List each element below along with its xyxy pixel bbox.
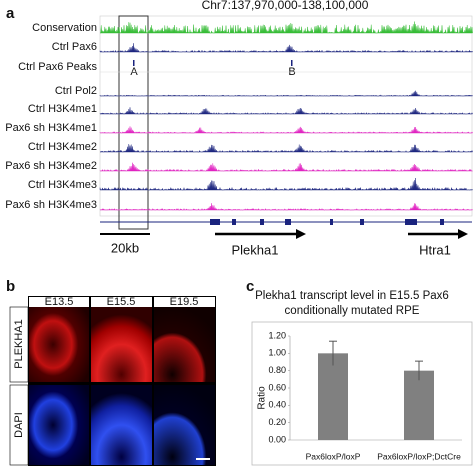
track-label: Ctrl Pol2: [55, 85, 97, 97]
y-tick-label: 0.60: [268, 382, 286, 392]
exon: [232, 219, 236, 225]
bar: [404, 370, 434, 440]
micrograph: [29, 385, 89, 465]
x-tick-label: Pax6loxP/loxP;DctCre: [377, 451, 461, 461]
header-cell: [91, 297, 152, 307]
track-label: Ctrl H3K4me3: [28, 179, 97, 191]
y-tick-label: 1.00: [268, 348, 286, 358]
signal-track: [99, 43, 473, 53]
peak-call: [291, 60, 293, 66]
exon: [260, 219, 264, 225]
track-label: Pax6 sh H3K4me1: [5, 122, 97, 134]
track-label: Ctrl Pax6 Peaks: [18, 61, 97, 73]
row-label: DAPI: [13, 412, 25, 438]
track-frame: [99, 15, 473, 217]
micrograph: [29, 307, 89, 382]
exon: [210, 219, 220, 225]
header-cell: [29, 297, 89, 307]
track-label: Pax6 sh H3K4me3: [5, 199, 97, 211]
exon: [360, 219, 364, 225]
signal-track: [99, 162, 473, 172]
gene-label: Htra1: [419, 242, 451, 257]
track-label: Pax6 sh H3K4me2: [5, 160, 97, 172]
column-label: E19.5: [170, 296, 199, 308]
y-tick-label: 0.20: [268, 417, 286, 427]
exon: [330, 219, 333, 225]
signal-track: [100, 143, 473, 153]
signal-track: [99, 126, 473, 134]
bar: [318, 353, 348, 440]
arrow-head: [296, 229, 306, 239]
signal-track: [99, 177, 474, 191]
y-tick-label: 0.80: [268, 365, 286, 375]
row-label: PLEKHA1: [13, 319, 25, 369]
y-tick-label: 0.40: [268, 400, 286, 410]
peak-call: [133, 60, 135, 66]
signal-track: [99, 203, 474, 211]
row-cell: [9, 384, 29, 466]
panel-letter: b: [6, 278, 15, 295]
chart-title: Plekha1 transcript level in E15.5 Pax6: [255, 290, 449, 302]
column-label: E13.5: [45, 296, 74, 308]
exon: [405, 219, 417, 225]
locus-title: Chr7:137,970,000-138,100,000: [202, 0, 369, 12]
y-tick-label: 0.00: [268, 434, 286, 444]
panel-letter: a: [6, 5, 15, 22]
y-tick-label: 1.20: [268, 330, 286, 340]
micrograph: [91, 307, 152, 382]
plot-frame: [251, 321, 473, 466]
scale-label: 20kb: [111, 240, 139, 255]
micrograph: [154, 385, 215, 465]
micrograph: [91, 385, 152, 465]
track-label: Conservation: [32, 22, 97, 34]
arrow-head: [458, 229, 468, 239]
chart-title: conditionally mutated RPE: [285, 305, 420, 317]
signal-track: [100, 21, 473, 34]
gene-label: Plekha1: [232, 242, 279, 257]
row-cell: [9, 306, 29, 383]
track-label: Ctrl H3K4me1: [28, 103, 97, 115]
highlight-box: [118, 15, 149, 230]
panel-letter: c: [246, 278, 254, 295]
header-cell: [154, 297, 215, 307]
signal-track: [99, 107, 473, 115]
exon: [285, 219, 291, 225]
track-label: Ctrl Pax6: [52, 41, 97, 53]
micrograph: [154, 307, 215, 382]
y-axis-label: Ratio: [257, 386, 268, 410]
exon: [440, 219, 444, 225]
signal-track: [99, 90, 474, 97]
track-label: Ctrl H3K4me2: [28, 141, 97, 153]
column-label: E15.5: [107, 296, 136, 308]
x-tick-label: Pax6loxP/loxP: [306, 451, 361, 461]
